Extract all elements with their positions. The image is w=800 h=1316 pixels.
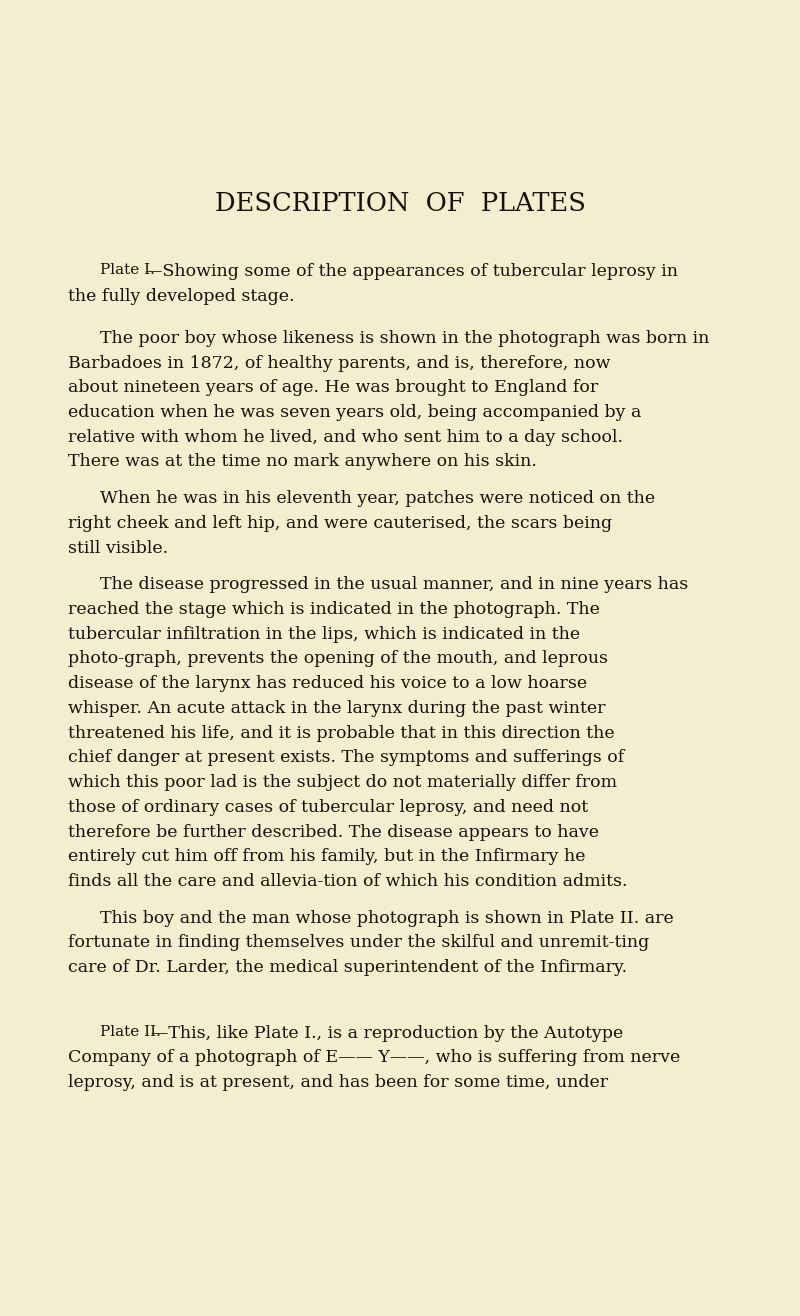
Text: relative with whom he lived, and who sent him to a day school.: relative with whom he lived, and who sen… [68,429,623,446]
Text: disease of the larynx has reduced his voice to a low hoarse: disease of the larynx has reduced his vo… [68,675,587,692]
Text: the fully developed stage.: the fully developed stage. [68,288,294,305]
Text: DESCRIPTION  OF  PLATES: DESCRIPTION OF PLATES [214,191,586,216]
Text: There was at the time no mark anywhere on his skin.: There was at the time no mark anywhere o… [68,454,537,471]
Text: The poor boy whose likeness is shown in the photograph was born in: The poor boy whose likeness is shown in … [100,330,710,347]
Text: chief danger at present exists. The symptoms and sufferings of: chief danger at present exists. The symp… [68,749,624,766]
Text: photo-graph, prevents the opening of the mouth, and leprous: photo-graph, prevents the opening of the… [68,650,608,667]
Text: threatened his life, and it is probable that in this direction the: threatened his life, and it is probable … [68,725,614,742]
Text: tubercular infiltration in the lips, which is indicated in the: tubercular infiltration in the lips, whi… [68,625,580,642]
Text: —Showing some of the appearances of tubercular leprosy in: —Showing some of the appearances of tube… [146,263,678,280]
Text: about nineteen years of age. He was brought to England for: about nineteen years of age. He was brou… [68,379,598,396]
Text: fortunate in finding themselves under the skilful and unremit-ting: fortunate in finding themselves under th… [68,934,650,951]
Text: those of ordinary cases of tubercular leprosy, and need not: those of ordinary cases of tubercular le… [68,799,588,816]
Text: Plate II.: Plate II. [100,1025,161,1038]
Text: Plate I.: Plate I. [100,263,155,278]
Text: still visible.: still visible. [68,540,168,557]
Text: —This, like Plate I., is a reproduction by the Autotype: —This, like Plate I., is a reproduction … [151,1025,623,1042]
Text: finds all the care and allevia-tion of which his condition admits.: finds all the care and allevia-tion of w… [68,873,627,890]
Text: therefore be further described. The disease appears to have: therefore be further described. The dise… [68,824,599,841]
Text: This boy and the man whose photograph is shown in Plate II. are: This boy and the man whose photograph is… [100,909,674,926]
Text: whisper. An acute attack in the larynx during the past winter: whisper. An acute attack in the larynx d… [68,700,606,717]
Text: reached the stage which is indicated in the photograph. The: reached the stage which is indicated in … [68,601,600,619]
Text: Company of a photograph of E—— Y——, who is suffering from nerve: Company of a photograph of E—— Y——, who … [68,1049,680,1066]
Text: The disease progressed in the usual manner, and in nine years has: The disease progressed in the usual mann… [100,576,688,594]
Text: which this poor lad is the subject do not materially differ from: which this poor lad is the subject do no… [68,774,617,791]
Text: care of Dr. Larder, the medical superintendent of the Infirmary.: care of Dr. Larder, the medical superint… [68,959,627,976]
Text: education when he was seven years old, being accompanied by a: education when he was seven years old, b… [68,404,642,421]
Text: leprosy, and is at present, and has been for some time, under: leprosy, and is at present, and has been… [68,1074,608,1091]
Text: entirely cut him off from his family, but in the Infirmary he: entirely cut him off from his family, bu… [68,849,586,866]
Text: right cheek and left hip, and were cauterised, the scars being: right cheek and left hip, and were caute… [68,515,612,532]
Text: When he was in his eleventh year, patches were noticed on the: When he was in his eleventh year, patche… [100,490,655,507]
Text: Barbadoes in 1872, of healthy parents, and is, therefore, now: Barbadoes in 1872, of healthy parents, a… [68,354,610,371]
